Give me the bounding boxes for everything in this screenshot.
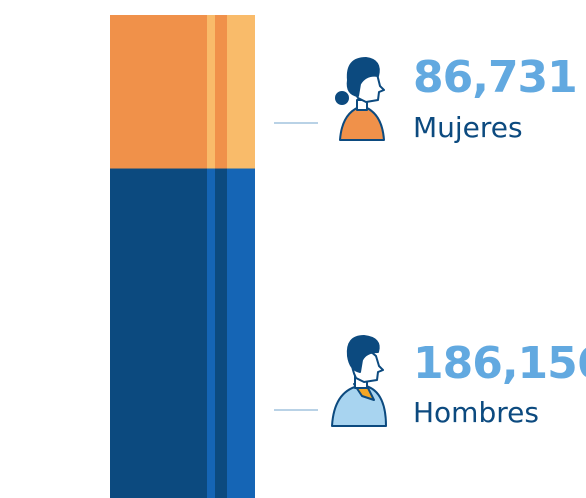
value-label: 186,156 xyxy=(413,338,586,389)
legend-label: Mujeres xyxy=(413,111,523,144)
bar-stripe xyxy=(207,168,215,498)
stacked-bar xyxy=(110,15,255,498)
legend-label: Hombres xyxy=(413,396,539,429)
man-icon xyxy=(331,335,387,427)
bar-stripe xyxy=(227,168,255,498)
value-label: 86,731 xyxy=(413,52,577,103)
bar-stripe xyxy=(207,15,215,169)
bar-stripe xyxy=(227,15,255,169)
woman-icon xyxy=(335,57,385,141)
